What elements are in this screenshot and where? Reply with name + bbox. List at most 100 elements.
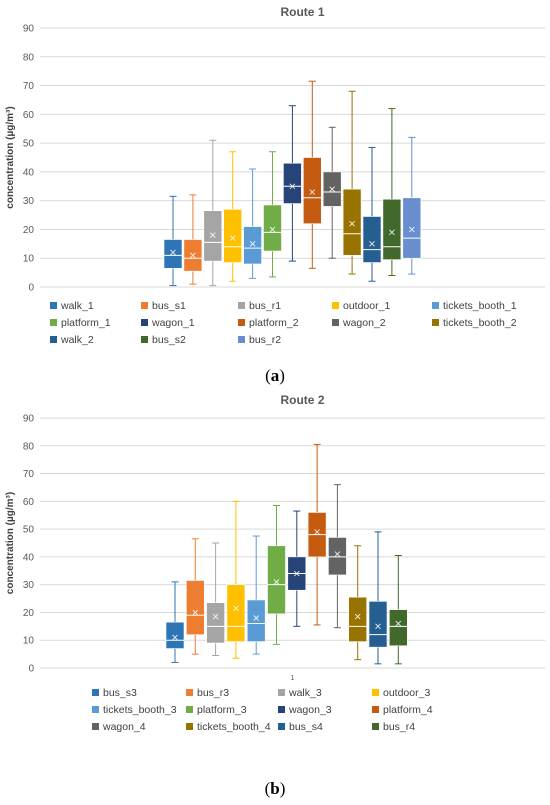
box-iqr bbox=[263, 204, 282, 252]
legend-item: walk_3 bbox=[278, 687, 322, 699]
legend-label: wagon_2 bbox=[342, 317, 386, 329]
legend-item: bus_s2 bbox=[141, 334, 186, 346]
legend-swatch bbox=[50, 319, 57, 326]
y-tick-label: 90 bbox=[23, 414, 35, 425]
box-iqr bbox=[342, 188, 362, 256]
box-walk_1 bbox=[163, 195, 183, 287]
legend-swatch bbox=[372, 723, 379, 730]
figure-caption: (a) bbox=[265, 366, 285, 385]
box-iqr bbox=[368, 601, 388, 648]
legend-item: bus_s3 bbox=[92, 687, 137, 699]
legend-label: walk_2 bbox=[60, 334, 94, 346]
box-platform_1 bbox=[263, 151, 282, 278]
mean-marker bbox=[233, 605, 239, 612]
box-tickets_booth_4 bbox=[348, 545, 368, 661]
mean-marker bbox=[249, 241, 256, 247]
chart-title: Route 2 bbox=[280, 393, 324, 407]
y-tick-label: 30 bbox=[23, 196, 35, 207]
legend-label: bus_s2 bbox=[152, 334, 186, 346]
legend-item: walk_1 bbox=[50, 300, 94, 312]
y-axis-ticks: 0 10 20 30 40 50 60 70 80 90 bbox=[23, 414, 35, 675]
y-tick-label: 10 bbox=[23, 636, 35, 647]
legend-item: wagon_1 bbox=[141, 317, 195, 329]
chart-route-2: Route 2 0 10 20 30 40 50 60 70 80 90 concentration … bbox=[5, 393, 545, 798]
mean-marker bbox=[354, 613, 361, 620]
legend-label: bus_s3 bbox=[103, 687, 137, 699]
mean-marker bbox=[269, 226, 276, 233]
mean-marker bbox=[389, 229, 395, 236]
legend-label: platform_1 bbox=[61, 317, 111, 329]
y-tick-label: 50 bbox=[23, 525, 35, 536]
legend: bus_s3 bus_r3 walk_3 outdoor_3 tickets_booth… bbox=[92, 687, 433, 733]
legend-label: bus_r2 bbox=[249, 334, 281, 346]
box-bus_s2 bbox=[382, 108, 402, 276]
legend-swatch bbox=[238, 302, 245, 309]
box-iqr bbox=[302, 157, 322, 224]
box-bus_r4 bbox=[388, 555, 408, 665]
legend-label: walk_3 bbox=[288, 687, 322, 699]
caption-open: ( bbox=[265, 366, 271, 385]
legend-swatch bbox=[50, 302, 57, 309]
y-tick-label: 80 bbox=[23, 441, 35, 452]
caption-close: ) bbox=[280, 779, 286, 798]
legend-label: bus_r3 bbox=[197, 687, 229, 699]
legend-label: bus_s4 bbox=[289, 721, 323, 733]
legend-label: outdoor_1 bbox=[343, 300, 390, 312]
legend-swatch bbox=[372, 689, 379, 696]
legend-swatch bbox=[186, 706, 193, 713]
legend-item: tickets_booth_3 bbox=[92, 704, 177, 716]
legend-item: tickets_booth_1 bbox=[432, 300, 517, 312]
mean-marker bbox=[229, 235, 236, 241]
legend-label: wagon_4 bbox=[102, 721, 146, 733]
box-iqr bbox=[388, 609, 408, 647]
box-wagon_3 bbox=[287, 510, 307, 627]
y-tick-label: 90 bbox=[23, 24, 35, 35]
y-tick-label: 80 bbox=[23, 52, 35, 63]
legend-swatch bbox=[141, 336, 148, 343]
y-tick-label: 70 bbox=[23, 81, 35, 92]
box-iqr bbox=[348, 596, 368, 642]
legend-label: bus_s1 bbox=[152, 300, 186, 312]
box-wagon_4 bbox=[328, 484, 347, 629]
mean-marker bbox=[329, 186, 336, 192]
caption-open: ( bbox=[265, 779, 271, 798]
legend-label: tickets_booth_2 bbox=[443, 317, 517, 329]
legend-item: outdoor_3 bbox=[372, 687, 430, 699]
box-platform_3 bbox=[267, 505, 286, 645]
mean-marker bbox=[253, 615, 260, 621]
box-iqr bbox=[186, 580, 205, 635]
y-axis-label: concentration (µg/m³) bbox=[5, 492, 16, 594]
box-tickets_booth_3 bbox=[246, 535, 266, 655]
legend-item: wagon_4 bbox=[92, 721, 146, 733]
box-bus_r3 bbox=[186, 538, 205, 655]
box-bus_s1 bbox=[183, 194, 203, 285]
mean-marker bbox=[212, 613, 219, 620]
box-iqr bbox=[362, 216, 382, 263]
figure-caption: (b) bbox=[265, 779, 286, 798]
box-outdoor_3 bbox=[226, 500, 246, 659]
y-tick-label: 20 bbox=[23, 608, 35, 619]
x-tick-label: 1 bbox=[291, 675, 295, 682]
legend-swatch bbox=[278, 689, 285, 696]
box-walk_2 bbox=[362, 146, 382, 282]
legend-swatch bbox=[432, 302, 439, 309]
legend-swatch bbox=[372, 706, 379, 713]
box-iqr bbox=[402, 197, 422, 259]
box-iqr bbox=[226, 584, 246, 642]
box-bus_r2 bbox=[402, 136, 422, 275]
legend-swatch bbox=[186, 689, 193, 696]
y-tick-label: 50 bbox=[23, 139, 35, 150]
box-iqr bbox=[206, 602, 225, 644]
box-iqr bbox=[328, 537, 347, 576]
y-tick-label: 0 bbox=[28, 664, 34, 675]
legend-label: wagon_1 bbox=[151, 317, 195, 329]
legend-item: bus_r3 bbox=[186, 687, 229, 699]
box-iqr bbox=[283, 162, 302, 204]
box-bus_r1 bbox=[203, 139, 223, 287]
legend-label: tickets_booth_4 bbox=[197, 721, 271, 733]
box-iqr bbox=[223, 209, 242, 263]
gridlines bbox=[40, 417, 545, 669]
y-tick-label: 60 bbox=[23, 110, 35, 121]
box-platform_4 bbox=[307, 443, 327, 626]
